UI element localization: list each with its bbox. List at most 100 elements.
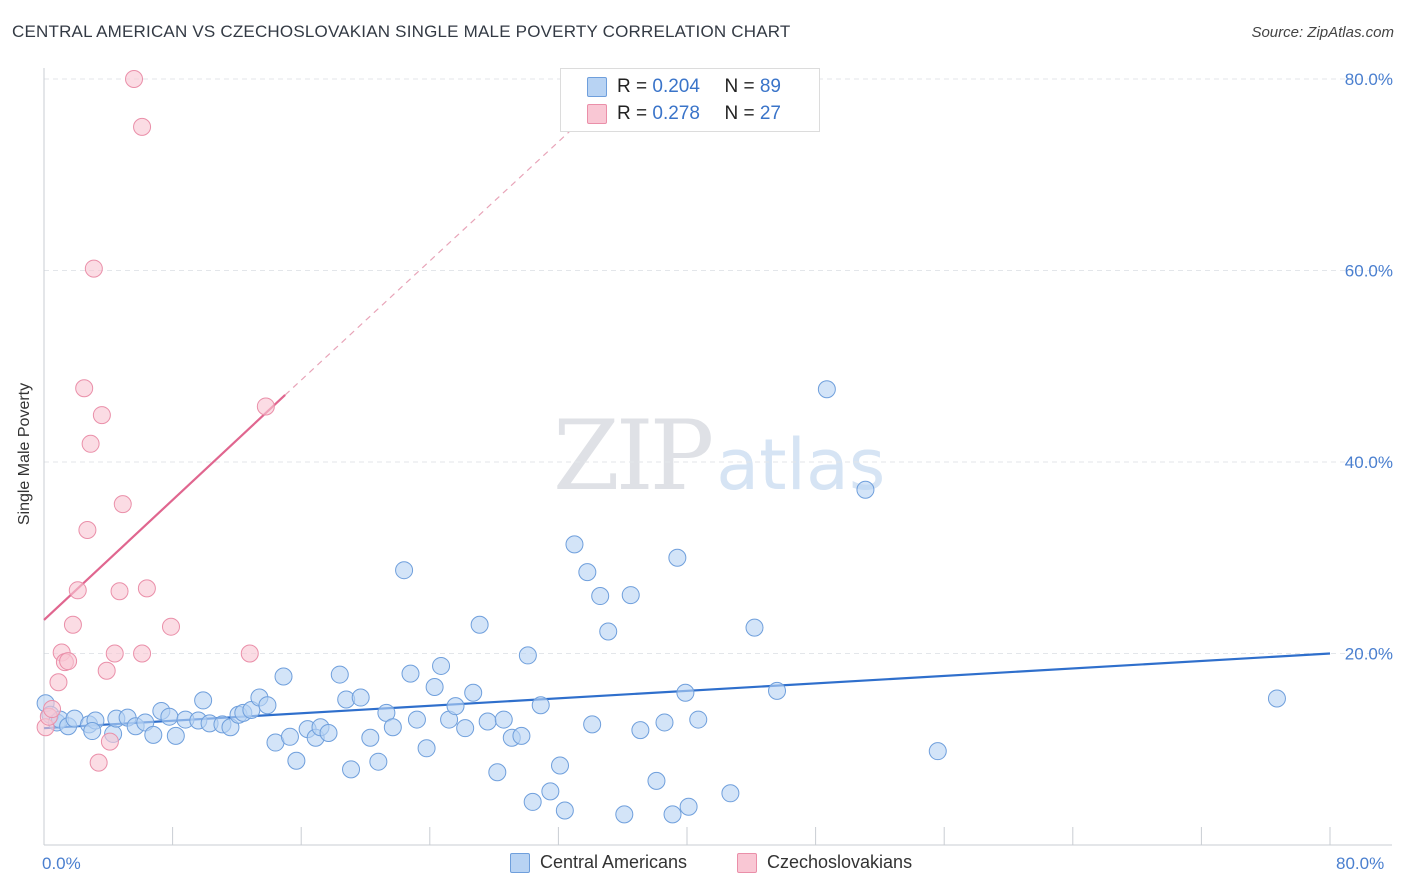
legend-n-label: N = [724,103,760,124]
point-central-americans [599,622,618,641]
point-czechoslovakians [105,644,124,663]
point-central-americans [401,664,420,683]
point-central-americans [160,707,179,726]
point-central-americans [194,691,213,710]
point-central-americans [583,715,602,734]
bottom-legend-label: Central Americans [540,852,688,872]
point-czechoslovakians [49,673,68,692]
point-central-americans [591,587,610,606]
legend-n-label: N = [724,76,760,97]
point-central-americans [488,763,507,782]
point-central-americans [478,712,497,731]
y-tick-label: 60.0% [1345,262,1393,281]
source-credit: Source: ZipAtlas.com [1251,24,1394,41]
legend-r-value: 0.278 [652,103,700,124]
point-central-americans [565,535,584,554]
point-central-americans [144,725,163,744]
point-czechoslovakians [81,434,100,453]
point-central-americans [676,683,695,702]
x-max-label: 80.0% [1336,854,1385,873]
point-central-americans [578,563,597,582]
point-central-americans [361,728,380,747]
point-czechoslovakians [43,700,62,719]
point-czechoslovakians [110,582,129,601]
point-central-americans [166,726,185,745]
point-central-americans [280,727,299,746]
bottom-legend-swatch-pink [737,853,757,873]
point-central-americans [555,801,574,820]
point-central-americans [768,681,787,700]
point-czechoslovakians [63,615,82,634]
point-czechoslovakians [133,117,152,136]
point-central-americans [432,656,451,675]
point-central-americans [663,805,682,824]
y-tick-labels: 20.0% 40.0% 60.0% 80.0% [1345,70,1393,664]
point-central-americans [531,696,550,715]
point-central-americans [83,722,102,741]
point-central-americans [721,784,740,803]
point-czechoslovakians [256,397,275,416]
watermark-zip: ZIP [553,400,714,512]
y-tick-label: 80.0% [1345,70,1393,89]
point-central-americans [928,742,947,761]
point-central-americans [679,797,698,816]
legend-r-value: 0.204 [652,76,700,97]
axes [43,68,1392,846]
legend-n-value: 89 [759,76,781,97]
point-central-americans [745,618,764,637]
point-central-americans [856,480,875,499]
point-central-americans [330,665,349,684]
bottom-legend-label: Czechoslovakians [767,852,913,872]
x-min-label: 0.0% [42,854,81,873]
data-points [36,70,1286,824]
point-central-americans [518,646,537,665]
point-central-americans [817,380,836,399]
point-central-americans [456,719,475,738]
point-central-americans [689,710,708,729]
point-czechoslovakians [78,520,97,539]
trend-line-czechoslovakians [43,394,286,621]
bottom-legend-swatch-blue [510,853,530,873]
point-czechoslovakians [68,581,87,600]
point-central-americans [369,752,388,771]
point-czechoslovakians [100,732,119,751]
point-central-americans [342,760,361,779]
point-central-americans [523,792,542,811]
point-czechoslovakians [161,617,180,636]
point-central-americans [631,721,650,740]
point-czechoslovakians [133,644,152,663]
y-axis-label: Single Male Poverty [16,382,33,526]
point-central-americans [407,710,426,729]
point-central-americans [470,615,489,634]
legend-swatch-blue [587,77,607,97]
point-czechoslovakians [89,753,108,772]
point-czechoslovakians [92,406,111,425]
point-central-americans [395,561,414,580]
point-central-americans [621,586,640,605]
point-central-americans [351,688,370,707]
point-czechoslovakians [75,379,94,398]
point-central-americans [551,756,570,775]
legend-r-label: R = [617,76,653,97]
point-central-americans [464,683,483,702]
point-central-americans [258,696,277,715]
grid-lines [44,78,1392,654]
point-central-americans [1267,689,1286,708]
point-central-americans [287,751,306,770]
point-central-americans [425,678,444,697]
point-central-americans [319,723,338,742]
point-central-americans [512,726,531,745]
legend-n-value: 27 [759,103,781,124]
y-tick-label: 40.0% [1345,453,1393,472]
point-central-americans [655,713,674,732]
point-czechoslovakians [125,70,144,88]
point-czechoslovakians [59,652,78,671]
trend-line-czechoslovakians-extension [284,126,575,396]
point-central-americans [668,548,687,567]
point-czechoslovakians [84,259,103,278]
point-central-americans [494,710,513,729]
watermark: ZIPatlas [553,400,885,512]
point-central-americans [541,782,560,801]
stats-legend: R = 0.204 N = 89 R = 0.278 N = 27 [560,68,820,132]
legend-r-label: R = [617,103,653,124]
